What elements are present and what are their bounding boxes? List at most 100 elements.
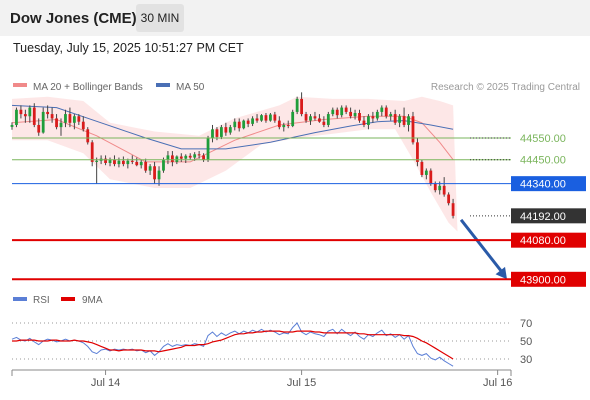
- candle-body: [215, 129, 219, 137]
- ma50-legend-label: MA 50: [176, 82, 205, 93]
- candle-body: [260, 115, 263, 121]
- candle-body: [380, 107, 384, 112]
- candle-body: [286, 124, 290, 127]
- candle-body: [28, 107, 32, 117]
- candle-body: [442, 185, 446, 195]
- candle-body: [398, 116, 402, 123]
- candle-body: [246, 120, 250, 124]
- candle-body: [19, 109, 23, 115]
- support-level-label: 43900.00: [520, 274, 566, 286]
- candle-body: [282, 124, 286, 128]
- candle-body: [429, 170, 433, 184]
- candle-body: [148, 166, 152, 171]
- rsi-ma-line: [12, 330, 454, 360]
- candle-body: [393, 114, 397, 123]
- candle-body: [90, 142, 94, 162]
- candle-body: [242, 120, 246, 129]
- x-axis-tick-label: Jul 16: [483, 377, 512, 389]
- candle-body: [126, 160, 130, 165]
- candle-body: [313, 116, 317, 119]
- rsi-ma-legend-swatch: [61, 297, 75, 301]
- candle-body: [59, 122, 63, 128]
- candle-body: [384, 107, 388, 117]
- last-level-tag: [511, 208, 586, 224]
- candle-body: [153, 166, 156, 180]
- candle-body: [424, 170, 428, 175]
- pivot-level-label: 44340.00: [520, 179, 566, 191]
- candle-body: [295, 98, 299, 112]
- candle-body: [309, 116, 312, 121]
- candle-body: [37, 124, 41, 133]
- candle-body: [166, 155, 170, 160]
- rsi-ma-legend-label: 9MA: [82, 295, 103, 306]
- timeframe-button[interactable]: 30 MIN: [136, 4, 184, 32]
- candle-body: [157, 170, 161, 180]
- instrument-title: Dow Jones (CME): [10, 10, 137, 27]
- candle-body: [451, 203, 455, 216]
- rsi-line: [11, 322, 454, 367]
- candle-body: [179, 156, 183, 159]
- projection-arrow-shaft: [459, 218, 505, 275]
- candle-body: [68, 114, 72, 123]
- candle-body: [233, 121, 237, 128]
- candle-body: [367, 116, 370, 125]
- candle-body: [291, 111, 295, 127]
- x-axis-tick-label: Jul 14: [91, 377, 120, 389]
- candle-body: [23, 114, 27, 117]
- candle-body: [353, 113, 357, 117]
- candle-body: [175, 156, 179, 162]
- ma20-legend-label: MA 20 + Bollinger Bands: [33, 82, 143, 93]
- candle-body: [170, 155, 174, 162]
- candle-body: [375, 111, 379, 119]
- candle-body: [121, 160, 125, 165]
- candle-body: [188, 155, 192, 158]
- candle-body: [318, 118, 321, 122]
- rsi-legend-label: RSI: [33, 295, 50, 306]
- last-level-label: 44192.00: [520, 211, 566, 223]
- candle-body: [77, 116, 81, 122]
- support-level-label: 44080.00: [520, 235, 566, 247]
- candle-body: [202, 155, 205, 160]
- candle-body: [251, 118, 254, 124]
- candle-body: [304, 114, 308, 121]
- candle-body: [300, 98, 303, 115]
- header-bar: Dow Jones (CME) 30 MIN: [0, 0, 590, 36]
- candle-body: [32, 107, 36, 125]
- candle-body: [407, 116, 410, 125]
- rsi-tick-label: 50: [520, 336, 532, 348]
- candle-body: [420, 161, 424, 175]
- resistance-level-label: 44450.00: [520, 155, 566, 167]
- candle-body: [228, 127, 232, 133]
- ma50-legend-swatch: [156, 83, 170, 87]
- candle-body: [344, 107, 348, 112]
- candle-body: [237, 121, 241, 129]
- candle-body: [362, 120, 366, 125]
- candle-body: [255, 118, 259, 121]
- candle-body: [273, 114, 277, 121]
- resistance-level-label: 44550.00: [520, 133, 566, 145]
- candle-body: [113, 159, 116, 165]
- candle-body: [130, 160, 134, 162]
- candle-body: [41, 111, 45, 133]
- candle-body: [349, 111, 353, 117]
- candle-body: [10, 124, 14, 127]
- candle-body: [184, 155, 188, 159]
- candle-body: [206, 138, 210, 160]
- candle-body: [135, 161, 139, 166]
- candle-body: [358, 113, 361, 121]
- candle-body: [144, 161, 148, 171]
- candle-body: [193, 154, 197, 158]
- rsi-legend-swatch: [13, 297, 27, 301]
- timestamp: Tuesday, July 15, 2025 10:51:27 PM CET: [13, 41, 244, 55]
- candle-body: [322, 121, 326, 125]
- candle-body: [402, 116, 406, 125]
- candle-body: [416, 142, 419, 162]
- projection-arrow-head: [495, 266, 507, 280]
- candle-body: [104, 158, 107, 163]
- candle-body: [331, 109, 335, 115]
- candle-body: [86, 129, 90, 143]
- x-axis-tick-label: Jul 15: [287, 377, 316, 389]
- credit-label: Research © 2025 Trading Central: [431, 82, 580, 93]
- candle-body: [269, 114, 272, 121]
